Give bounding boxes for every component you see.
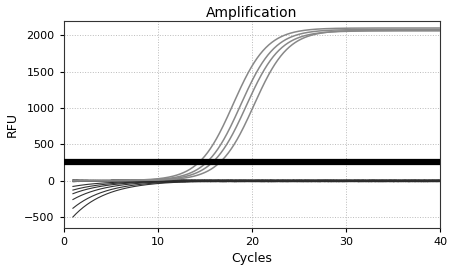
Y-axis label: RFU: RFU [5,112,19,137]
X-axis label: Cycles: Cycles [231,253,272,265]
Title: Amplification: Amplification [206,6,298,20]
